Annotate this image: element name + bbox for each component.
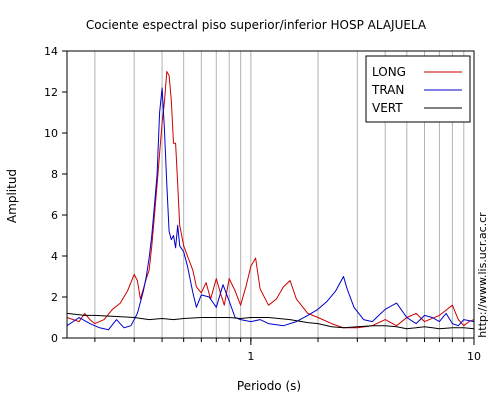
y-tick-label: 12 bbox=[44, 86, 58, 99]
x-tick-label: 10 bbox=[467, 350, 481, 363]
x-axis-label: Periodo (s) bbox=[237, 379, 301, 393]
x-tick-label: 1 bbox=[247, 350, 254, 363]
axis-ticks: 0 2 4 6 8 10 12 14 1 10 bbox=[44, 45, 481, 363]
y-tick-label: 0 bbox=[51, 332, 58, 345]
y-tick-label: 10 bbox=[44, 127, 58, 140]
legend-label-vert: VERT bbox=[372, 101, 403, 115]
y-tick-label: 2 bbox=[51, 291, 58, 304]
chart-title: Cociente espectral piso superior/inferio… bbox=[86, 18, 427, 32]
legend: LONG TRAN VERT bbox=[365, 55, 471, 123]
legend-label-tran: TRAN bbox=[371, 83, 404, 97]
y-axis-label: Amplitud bbox=[5, 169, 19, 223]
series-line-tran bbox=[67, 87, 474, 331]
legend-label-long: LONG bbox=[372, 65, 406, 79]
legend-box bbox=[365, 55, 471, 123]
y-tick-label: 8 bbox=[51, 168, 58, 181]
source-url: http://www.lis.ucr.ac.cr bbox=[476, 212, 489, 338]
y-tick-label: 4 bbox=[51, 250, 58, 263]
series-lines bbox=[67, 71, 474, 331]
y-tick-label: 14 bbox=[44, 45, 58, 58]
y-tick-label: 6 bbox=[51, 209, 58, 222]
series-line-vert bbox=[67, 312, 474, 330]
plot-frame bbox=[66, 50, 475, 339]
